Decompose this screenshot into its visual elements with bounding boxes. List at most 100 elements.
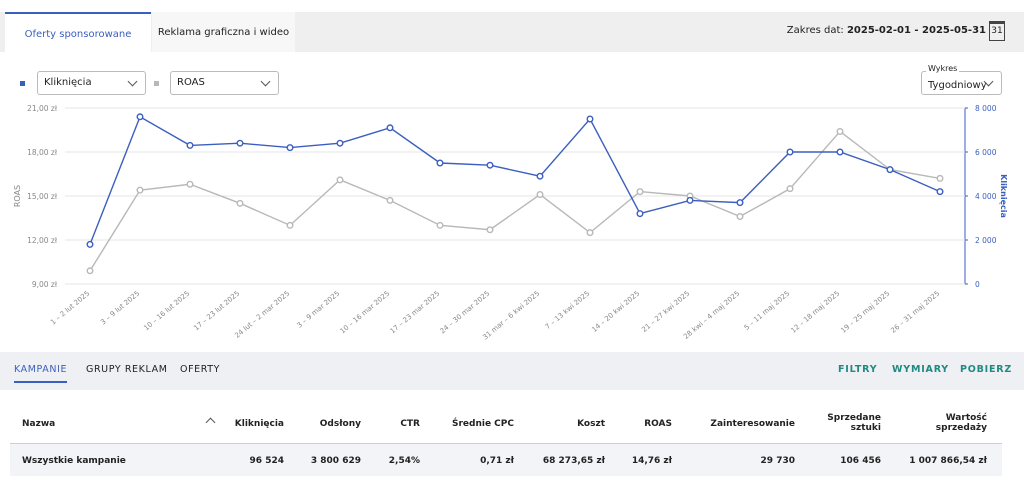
point	[336, 176, 344, 184]
column-header[interactable]: Nazwa	[22, 419, 56, 429]
point	[686, 196, 694, 204]
x-tick-label: 5 – 11 maj 2025	[743, 289, 792, 332]
action-button[interactable]: WYMIARY	[892, 364, 949, 375]
y-tick-label: 18,00 zł	[27, 148, 58, 157]
column-header[interactable]: CTR	[400, 419, 420, 429]
action-button[interactable]: POBIERZ	[960, 364, 1013, 375]
section-tab[interactable]: GRUPY REKLAM	[86, 364, 168, 375]
column-header[interactable]: Wartość sprzedaży	[935, 413, 987, 433]
point	[286, 221, 294, 229]
column-header[interactable]: Średnie CPC	[451, 419, 514, 429]
metric-select[interactable]: ROAS	[170, 71, 279, 95]
legend-swatch	[154, 81, 159, 86]
x-tick-label: 24 lut – 2 mar 2025	[233, 289, 291, 339]
x-tick-label: 14 – 20 kwi 2025	[590, 289, 641, 334]
table-cell: Wszystkie kampanie	[22, 456, 126, 466]
y2-tick-label: 0	[975, 280, 980, 289]
point	[586, 229, 594, 237]
point	[836, 127, 844, 135]
point	[186, 180, 194, 188]
table-cell: 14,76 zł	[631, 456, 672, 466]
x-tick-label: 31 mar – 6 kwi 2025	[481, 289, 541, 341]
table-cell: 3 800 629	[310, 456, 361, 466]
table-cell: 0,71 zł	[480, 456, 514, 466]
calendar-icon[interactable]: 31	[989, 21, 1005, 41]
header-bar: Oferty sponsorowane Reklama graficzna i …	[0, 12, 1024, 52]
y2-tick-label: 2 000	[975, 236, 997, 245]
column-header[interactable]: Zainteresowanie	[710, 419, 795, 429]
y-tick-label: 9,00 zł	[32, 280, 58, 289]
point	[236, 199, 244, 207]
table-row-bg	[10, 444, 1002, 476]
y-tick-label: 12,00 zł	[27, 236, 58, 245]
column-header[interactable]: Sprzedane sztuki	[827, 413, 881, 433]
table-cell: 2,54%	[388, 456, 420, 466]
date-range[interactable]: Zakres dat: 2025-02-01 - 2025-05-31	[787, 25, 986, 36]
point	[886, 166, 894, 174]
point	[786, 148, 794, 156]
x-tick-label: 7 – 13 kwi 2025	[544, 289, 592, 331]
section-tab[interactable]: OFERTY	[180, 364, 221, 375]
point	[486, 161, 494, 169]
action-button[interactable]: FILTRY	[838, 364, 878, 375]
y2-tick-label: 6 000	[975, 148, 997, 157]
x-tick-label: 10 – 16 mar 2025	[339, 289, 392, 335]
point	[836, 148, 844, 156]
x-tick-label: 1 – 2 lut 2025	[49, 289, 91, 326]
table-cell: 68 273,65 zł	[542, 456, 605, 466]
point	[336, 139, 344, 147]
column-header[interactable]: Odsłony	[319, 419, 361, 429]
x-tick-label: 10 – 16 lut 2025	[142, 289, 191, 332]
table-cell: 96 524	[249, 456, 284, 466]
point	[936, 174, 944, 182]
section-bar: KAMPANIE GRUPY REKLAM OFERTY FILTRY WYMI…	[0, 352, 1024, 390]
point	[536, 172, 544, 180]
point	[86, 267, 94, 275]
point	[136, 186, 144, 194]
point	[236, 139, 244, 147]
point	[586, 115, 594, 123]
x-tick-label: 17 – 23 lut 2025	[192, 289, 241, 332]
section-tab[interactable]: KAMPANIE	[14, 364, 68, 383]
table-divider	[10, 443, 1002, 444]
point	[736, 199, 744, 207]
y2-tick-label: 4 000	[975, 192, 997, 201]
table-cell: 1 007 866,54 zł	[909, 456, 987, 466]
series-line	[89, 115, 941, 245]
column-header[interactable]: ROAS	[644, 419, 672, 429]
point	[86, 240, 94, 248]
metric-select[interactable]: Kliknięcia	[37, 71, 146, 95]
x-tick-label: 26 – 31 maj 2025	[889, 289, 941, 334]
view-value: Tygodniowy	[928, 80, 987, 91]
point	[736, 213, 744, 221]
y-tick-label: 21,00 zł	[27, 104, 58, 113]
x-tick-label: 19 – 25 maj 2025	[839, 289, 891, 334]
x-tick-label: 3 – 9 lut 2025	[99, 289, 141, 326]
view-label: Wykres	[926, 63, 960, 75]
point	[436, 221, 444, 229]
series-line	[89, 130, 941, 272]
y-tick-label: 15,00 zł	[27, 192, 58, 201]
point	[536, 191, 544, 199]
point	[936, 188, 944, 196]
point	[636, 210, 644, 218]
y-axis-title: ROAS	[13, 185, 22, 207]
column-header[interactable]: Kliknięcia	[234, 419, 284, 429]
chart: ROAS Kliknięcia 9,00 zł 12,00 zł 15,00 zł 1…	[13, 104, 1008, 342]
point	[786, 185, 794, 193]
view-select[interactable]: Wykres Tygodniowy	[921, 63, 1002, 95]
y2-axis-title: Kliknięcia	[999, 174, 1008, 218]
table-cell: 29 730	[760, 456, 795, 466]
x-tick-label: 24 – 30 mar 2025	[439, 289, 492, 335]
point	[636, 188, 644, 196]
point	[386, 124, 394, 132]
legend-swatch	[20, 81, 25, 86]
column-header[interactable]: Koszt	[577, 419, 605, 429]
x-tick-label: 3 – 9 mar 2025	[295, 289, 341, 329]
point	[436, 159, 444, 167]
x-tick-label: 12 – 18 maj 2025	[789, 289, 841, 334]
point	[136, 113, 144, 121]
tab[interactable]: Oferty sponsorowane	[5, 12, 151, 52]
tab[interactable]: Reklama graficzna i wideo	[152, 12, 295, 52]
